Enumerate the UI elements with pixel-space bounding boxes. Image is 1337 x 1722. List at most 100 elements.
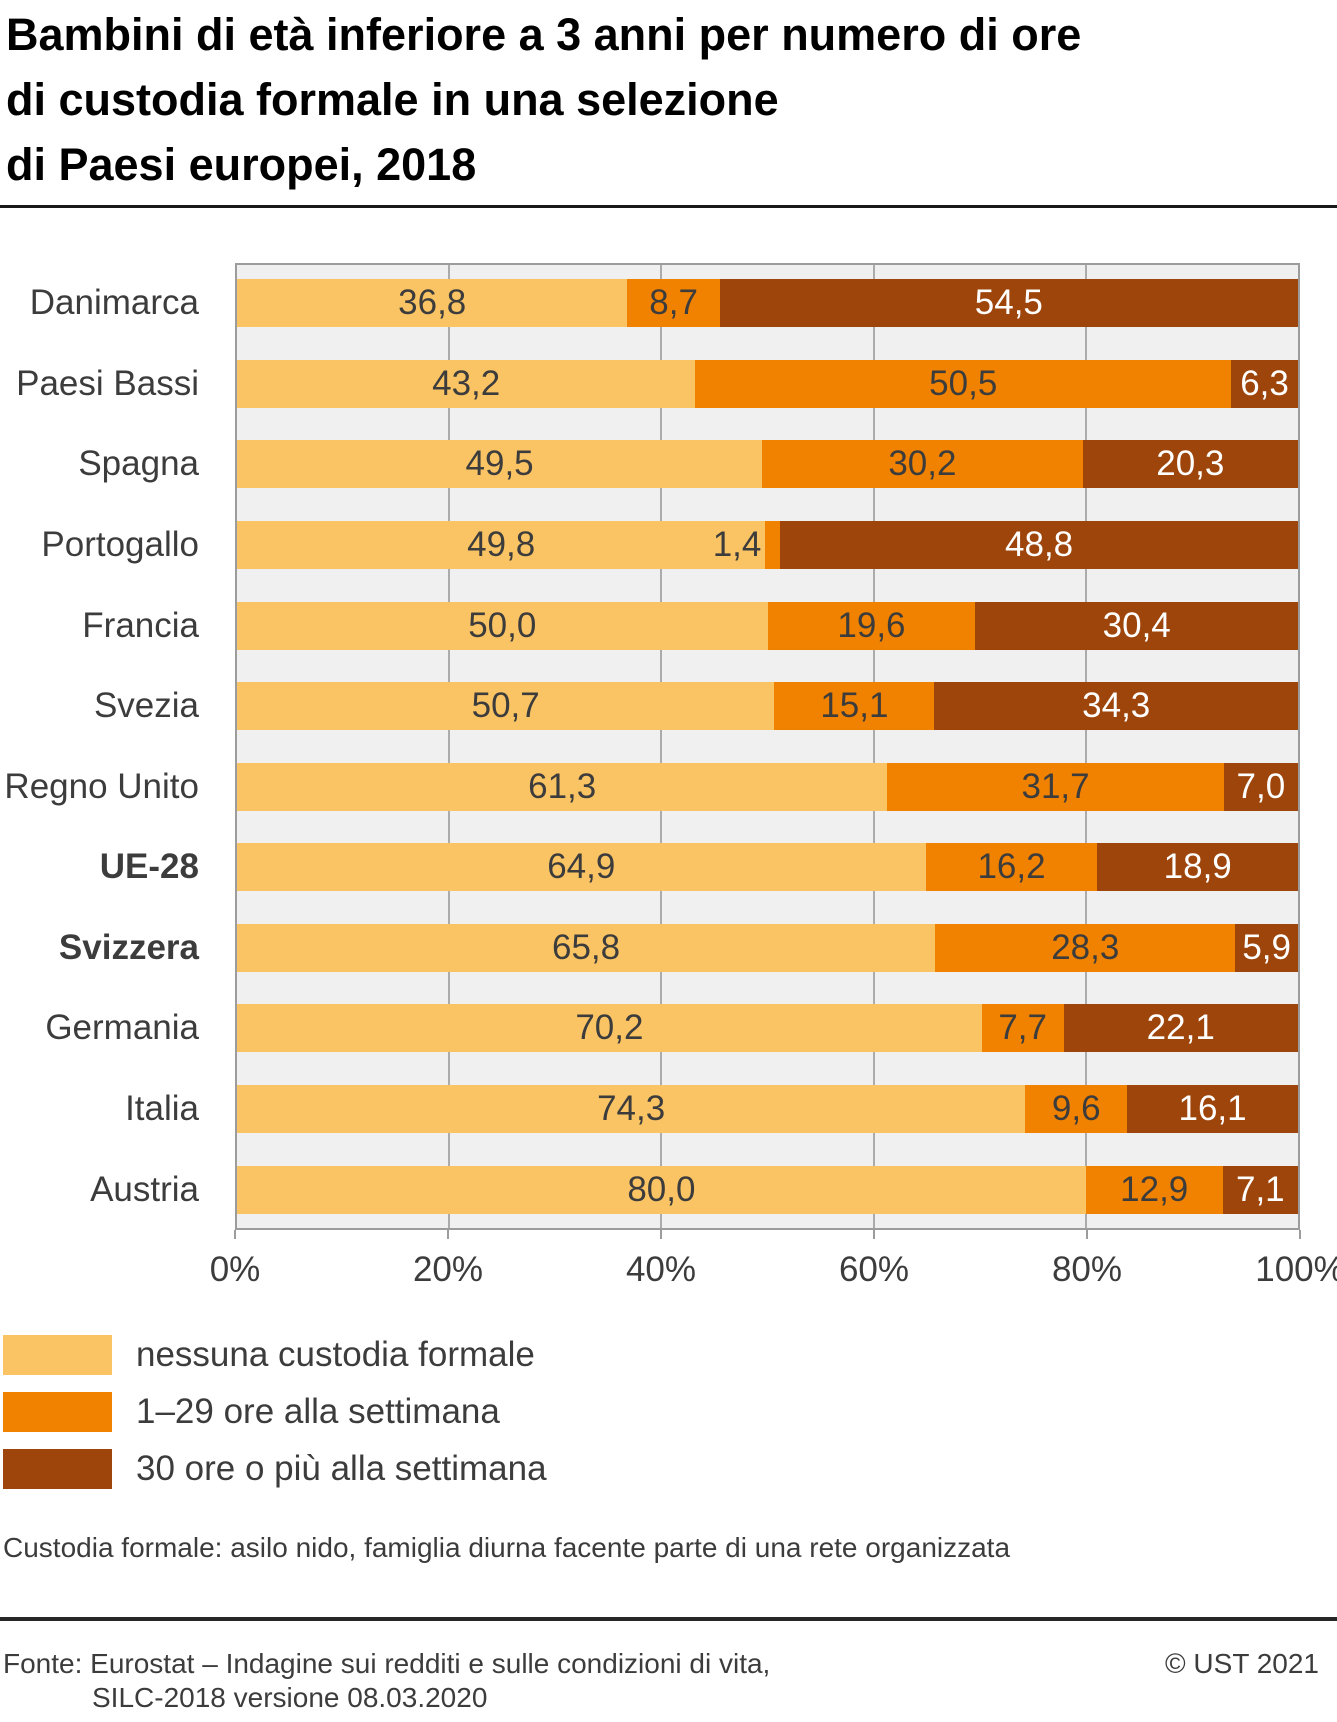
x-axis: 0% 20% 40% 60% 80% 100% — [210, 1230, 1337, 1305]
plot-background — [235, 263, 1300, 1230]
bar-segment: 50,7 — [237, 682, 775, 731]
legend-swatch — [3, 1392, 112, 1432]
legend-swatch — [3, 1449, 112, 1489]
x-axis-tick-label: 0% — [209, 1250, 261, 1289]
stacked-bar: 50,7 15,1 34,3 — [237, 682, 1298, 731]
bar-value-label: 50,5 — [929, 363, 998, 403]
axis-tick — [234, 1230, 236, 1239]
y-axis-label: Austria — [90, 1169, 199, 1209]
gridline — [660, 265, 663, 1228]
bar-segment: 31,7 — [887, 762, 1224, 811]
title-divider — [0, 205, 1337, 208]
y-axis-label: Spagna — [78, 444, 199, 484]
axis-tick — [1299, 1230, 1301, 1239]
bar-value-label: 61,3 — [528, 766, 597, 806]
bar-value-label: 70,2 — [575, 1008, 644, 1048]
axis-tick — [873, 1230, 875, 1239]
y-axis-label: UE-28 — [99, 847, 199, 887]
bar-segment: 19,6 — [767, 601, 976, 650]
bar-segment: 1,4 — [713, 521, 781, 570]
bar-segment: 7,7 — [981, 1004, 1064, 1053]
y-axis-label: Svezia — [93, 686, 199, 726]
source-line-2: SILC-2018 versione 08.03.2020 — [92, 1682, 488, 1713]
bar-segment: 43,2 — [237, 359, 696, 408]
bar-value-label: 8,7 — [649, 283, 698, 323]
bar-segment: 8,7 — [627, 279, 720, 328]
bar-value-label: 9,6 — [1051, 1089, 1101, 1129]
source-line-1: Fonte: Eurostat – Indagine sui redditi e… — [3, 1648, 771, 1679]
bar-segment: 36,8 — [237, 279, 628, 328]
bar-value-label: 50,7 — [471, 686, 540, 726]
bar-value-label: 65,8 — [552, 927, 621, 967]
bar-segment: 5,9 — [1235, 923, 1298, 972]
bar-value-label: 31,7 — [1021, 766, 1090, 806]
bar-value-label: 6,3 — [1240, 363, 1289, 403]
bar-segment: 49,5 — [237, 440, 763, 489]
chart-row: Francia 50,0 19,6 30,4 — [0, 585, 1298, 666]
bar-value-label: 22,1 — [1146, 1008, 1215, 1048]
y-axis-label: Danimarca — [29, 283, 199, 323]
legend-item: nessuna custodia formale — [3, 1335, 1337, 1375]
bar-segment: 48,8 — [780, 521, 1298, 570]
source-block: Fonte: Eurostat – Indagine sui redditi e… — [3, 1647, 770, 1715]
y-axis-label: Regno Unito — [4, 766, 199, 806]
bar-value-label: 48,8 — [1005, 525, 1074, 565]
chart-row: Svizzera 65,8 28,3 5,9 — [0, 908, 1298, 989]
bar-value-label: 49,5 — [465, 444, 534, 484]
stacked-bar: 36,8 8,7 54,5 — [237, 279, 1298, 328]
bar-segment: 28,3 — [935, 923, 1236, 972]
stacked-bar: 61,3 31,7 7,0 — [237, 762, 1298, 811]
bar-value-label: 18,9 — [1163, 847, 1232, 887]
bar-value-label: 28,3 — [1051, 927, 1120, 967]
bar-segment: 64,9 — [237, 843, 926, 892]
bar-segment: 70,2 — [237, 1004, 982, 1053]
chart-row: UE-28 64,9 16,2 18,9 — [0, 827, 1298, 908]
bar-segment: 7,0 — [1223, 762, 1298, 811]
bar-segment: 61,3 — [237, 762, 888, 811]
stacked-bar-chart: Danimarca 36,8 8,7 54,5 Paesi Bassi 43,2 50,5 6… — [0, 263, 1337, 1715]
stacked-bar: 70,2 7,7 22,1 — [237, 1004, 1298, 1053]
x-axis-tick-label: 60% — [838, 1250, 910, 1289]
bar-segment: 50,0 — [237, 601, 768, 650]
legend-item: 30 ore o più alla settimana — [3, 1449, 1337, 1489]
stacked-bar: 65,8 28,3 5,9 — [237, 923, 1298, 972]
axis-tick — [660, 1230, 662, 1239]
stacked-bar: 74,3 9,6 16,1 — [237, 1085, 1298, 1134]
chart-row: Regno Unito 61,3 31,7 7,0 — [0, 746, 1298, 827]
bar-segment: 15,1 — [774, 682, 935, 731]
bar-value-label: 36,8 — [398, 283, 467, 323]
x-axis-tick-label: 40% — [625, 1250, 697, 1289]
bar-segment: 65,8 — [237, 923, 936, 972]
gridline — [1084, 265, 1087, 1228]
footer: Fonte: Eurostat – Indagine sui redditi e… — [0, 1647, 1337, 1715]
chart-row: Svezia 50,7 15,1 34,3 — [0, 666, 1298, 747]
bar-segment: 22,1 — [1063, 1004, 1298, 1053]
chart-row: Portogallo 49,8 1,4 48,8 — [0, 505, 1298, 586]
bar-value-label: 7,1 — [1235, 1169, 1285, 1209]
y-axis-label: Germania — [45, 1008, 199, 1048]
stacked-bar: 64,9 16,2 18,9 — [237, 843, 1298, 892]
footnote: Custodia formale: asilo nido, famiglia d… — [3, 1532, 1011, 1563]
plot-rows: Danimarca 36,8 8,7 54,5 Paesi Bassi 43,2 50,5 6… — [0, 263, 1298, 1230]
stacked-bar: 80,0 12,9 7,1 — [237, 1165, 1298, 1214]
bar-segment: 18,9 — [1097, 843, 1298, 892]
y-axis-label: Italia — [125, 1089, 199, 1129]
legend-label: 1–29 ore alla settimana — [136, 1392, 500, 1431]
bar-segment: 54,5 — [719, 279, 1298, 328]
bar-segment: 74,3 — [237, 1085, 1026, 1134]
bar-segment: 16,2 — [925, 843, 1098, 892]
chart-row: Paesi Bassi 43,2 50,5 6,3 — [0, 344, 1298, 425]
bar-segment: 34,3 — [934, 682, 1298, 731]
chart-row: Austria 80,0 12,9 7,1 — [0, 1149, 1298, 1230]
chart-title: Bambini di età inferiore a 3 anni per nu… — [6, 9, 1082, 190]
y-axis-label: Paesi Bassi — [16, 363, 199, 403]
bar-value-label: 50,0 — [468, 605, 537, 645]
y-axis-label: Svizzera — [58, 927, 199, 967]
stacked-bar: 49,5 30,2 20,3 — [237, 440, 1298, 489]
bar-value-label: 64,9 — [547, 847, 616, 887]
plot-region: Danimarca 36,8 8,7 54,5 Paesi Bassi 43,2 50,5 6… — [0, 263, 1337, 1230]
bar-value-label: 12,9 — [1120, 1169, 1189, 1209]
bar-value-label: 1,4 — [712, 525, 762, 565]
bar-segment: 9,6 — [1025, 1085, 1128, 1134]
x-axis-tick-label: 80% — [1051, 1250, 1123, 1289]
